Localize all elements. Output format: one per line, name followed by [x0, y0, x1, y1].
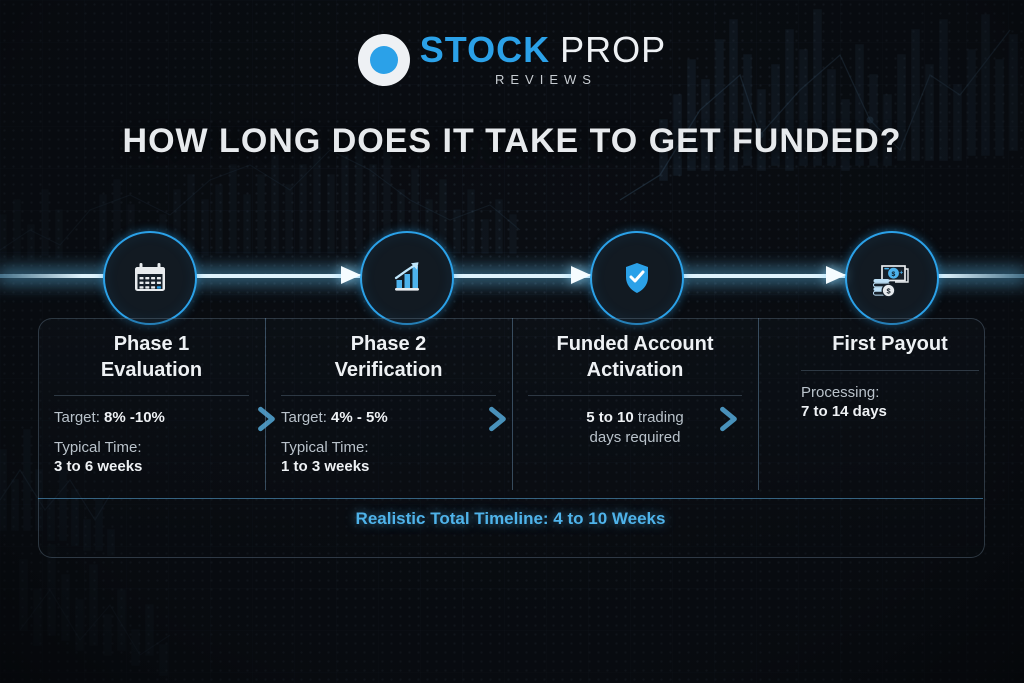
svg-text:+: + — [899, 269, 903, 276]
svg-text:$: $ — [886, 286, 890, 295]
svg-text:$: $ — [892, 271, 896, 278]
